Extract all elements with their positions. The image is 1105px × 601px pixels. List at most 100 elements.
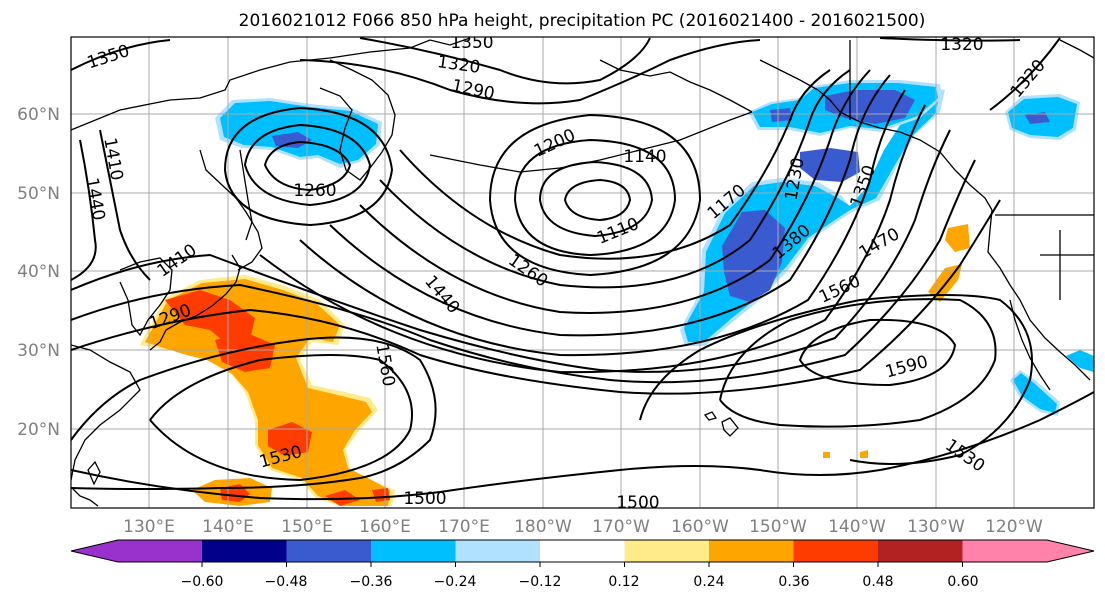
contour-1350-band <box>299 89 906 357</box>
colorbar-segment <box>371 540 456 562</box>
coast-hudson <box>1059 39 1094 59</box>
precip-blue-kamchatka-dark <box>272 132 312 148</box>
latitude-labels: 60°N 50°N 40°N 30°N 20°N <box>17 105 60 440</box>
colorbar <box>70 539 1095 567</box>
precip-red-a <box>165 290 255 345</box>
colorbar-tick-label: 0.24 <box>693 574 724 590</box>
contour-1200-low <box>488 113 702 277</box>
lon-label-160w: 160°W <box>671 517 729 537</box>
contour-label-1260-low: 1260 <box>293 181 336 201</box>
coast-chukotka <box>599 59 753 113</box>
lon-label-140w: 140°W <box>828 517 886 537</box>
contour-label-1500-west: 1500 <box>403 489 446 509</box>
colorbar-segment <box>540 540 625 562</box>
contour-1590-high <box>798 318 957 387</box>
lon-label-140e: 140°E <box>202 517 254 537</box>
lon-label-180w: 180°W <box>514 517 572 537</box>
colorbar-tick-label: −0.36 <box>350 574 393 590</box>
precip-blue-mexico <box>1066 350 1094 372</box>
precip-orange-main <box>145 279 390 506</box>
colorbar-tick-label: −0.48 <box>265 574 308 590</box>
contour-1440-left <box>71 139 97 281</box>
coast-okhotsk-west <box>199 149 263 271</box>
lon-label-160e: 160°E <box>359 517 411 537</box>
coast-alaska-south <box>839 111 993 211</box>
border-us-states <box>995 214 1094 300</box>
precip-red-c <box>268 422 312 456</box>
lat-label-20n: 20°N <box>17 420 60 440</box>
colorbar-extend-max <box>1047 540 1094 562</box>
colorbar-segment <box>709 540 794 562</box>
contour-1530-east <box>639 294 1033 465</box>
colorbar-tick-label: −0.60 <box>181 574 224 590</box>
contour-1320-arc <box>359 37 651 85</box>
precip-blue-pacific-dark-c <box>770 108 792 122</box>
contour-1350-nw <box>71 39 171 71</box>
coast-hawaii-a <box>703 411 718 421</box>
coast-korea <box>119 257 173 337</box>
coast-baja <box>1009 299 1051 391</box>
contour-1410-left <box>99 129 151 281</box>
lat-label-40n: 40°N <box>17 262 60 282</box>
precip-red-b <box>215 332 275 372</box>
coast-na-west <box>987 209 1091 381</box>
precip-orange-dot-b <box>823 452 830 458</box>
coast-hawaii-b <box>721 417 739 437</box>
colorbar-segment <box>286 540 372 562</box>
colorbar-tick-label: −0.12 <box>519 574 562 590</box>
contour-1380-band <box>259 104 926 374</box>
contour-1440-band <box>71 159 976 384</box>
colorbar-segment <box>202 540 287 562</box>
lon-label-150e: 150°E <box>281 517 333 537</box>
colorbar-segment <box>878 540 963 562</box>
contour-label-1500-mid: 1500 <box>616 493 659 513</box>
coast-aleutians <box>429 111 753 173</box>
colorbar-segment <box>793 540 879 562</box>
precip-blue-bc-dark <box>1025 112 1050 124</box>
colorbar-tick-label: 0.36 <box>778 574 809 590</box>
contour-1170-low <box>513 138 677 257</box>
colorbar-outline <box>70 539 1095 563</box>
contour-kamchatka-low-3 <box>223 106 394 227</box>
contour-1560-east <box>719 298 997 428</box>
contour-1290-arc <box>299 39 761 105</box>
colorbar-tick-label: 0.48 <box>862 574 893 590</box>
lon-label-130w: 130°W <box>907 517 965 537</box>
contour-1230-band <box>399 69 831 260</box>
contour-1500-south <box>71 391 1094 501</box>
lat-label-30n: 30°N <box>17 341 60 361</box>
lon-label-170e: 170°E <box>438 517 490 537</box>
coast-asia-north <box>71 37 471 131</box>
colorbar-segment <box>455 540 541 562</box>
coast-china <box>71 344 141 481</box>
colorbar-segment <box>962 540 1047 562</box>
colorbar-tick-labels: −0.60 −0.48 −0.36 −0.24 −0.12 0.12 0.24 … <box>181 574 979 590</box>
map-title: 2016021012 F066 850 hPa height, precipit… <box>239 11 926 31</box>
precip-negative <box>215 80 1094 416</box>
contour-1260-band <box>379 69 851 289</box>
contour-label-1320-ne: 1320 <box>940 35 983 55</box>
coast-alaska-west <box>759 59 841 113</box>
contour-1140-low <box>538 160 654 238</box>
contour-1320-band <box>329 74 891 337</box>
coast-philippines <box>71 487 99 507</box>
contour-1530-west <box>71 336 437 490</box>
colorbar-extend-min <box>71 540 118 562</box>
lat-label-50n: 50°N <box>17 184 60 204</box>
map-frame <box>70 36 1095 509</box>
lon-label-170w: 170°W <box>592 517 650 537</box>
colorbar-tick-label: 0.60 <box>947 574 978 590</box>
lat-label-60n: 60°N <box>17 105 60 125</box>
precip-orange-east-a <box>945 224 970 252</box>
contour-label-1140: 1140 <box>623 147 666 167</box>
precip-blue-pacific-dark-a <box>722 210 785 302</box>
contour-label-1350-top: 1350 <box>450 33 493 53</box>
colorbar-tick-label: 0.12 <box>608 574 639 590</box>
colorbar-segment <box>118 540 202 562</box>
lon-label-130e: 130°E <box>123 517 175 537</box>
colorbar-segment <box>624 540 710 562</box>
longitude-labels: 130°E 140°E 150°E 160°E 170°E 180°W 170°… <box>123 517 1043 537</box>
precip-orange-dot-a <box>860 450 868 458</box>
precip-blue-baja <box>1013 373 1057 413</box>
contour-kamchatka-low-2 <box>243 123 372 207</box>
